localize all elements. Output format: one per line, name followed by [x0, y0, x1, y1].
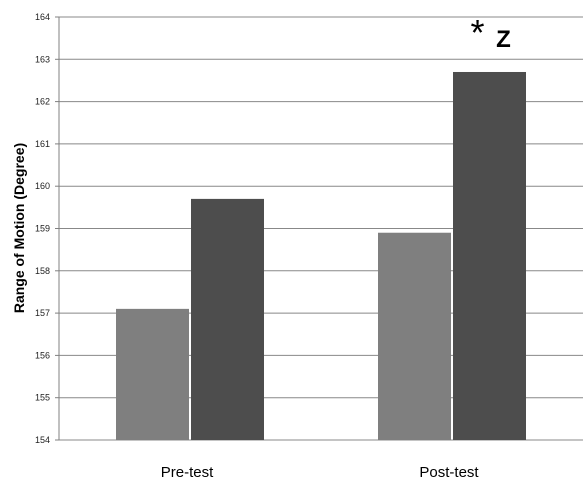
y-tick-label: 157 — [35, 308, 50, 318]
bars — [116, 71, 526, 441]
y-tick-label: 159 — [35, 224, 50, 234]
y-tick-label: 164 — [35, 12, 50, 22]
bar-pre-test-series-2 — [191, 198, 264, 440]
y-tick-label: 155 — [35, 393, 50, 403]
significance-label: Z — [496, 26, 511, 53]
bar-post-test-series-2 — [453, 71, 526, 441]
y-tick-label: 156 — [35, 350, 50, 360]
y-tick-label: 158 — [35, 266, 50, 276]
y-tick-label: 160 — [35, 181, 50, 191]
significance-asterisk: * — [470, 12, 484, 53]
annotations: * Z — [470, 12, 510, 53]
y-axis-ticks: 154 155 156 157 158 159 160 161 162 163 164 — [35, 12, 59, 445]
x-category-label: Post-test — [419, 464, 479, 481]
bar-post-test-series-1 — [378, 232, 451, 440]
bar-pre-test-series-1 — [116, 308, 189, 440]
y-tick-label: 163 — [35, 54, 50, 64]
y-tick-label: 161 — [35, 139, 50, 149]
y-axis-title: Range of Motion (Degree) — [11, 143, 27, 313]
y-tick-label: 154 — [35, 435, 50, 445]
x-axis-category-labels: Pre-test Post-test — [161, 464, 480, 481]
y-tick-label: 162 — [35, 97, 50, 107]
x-category-label: Pre-test — [161, 464, 214, 481]
